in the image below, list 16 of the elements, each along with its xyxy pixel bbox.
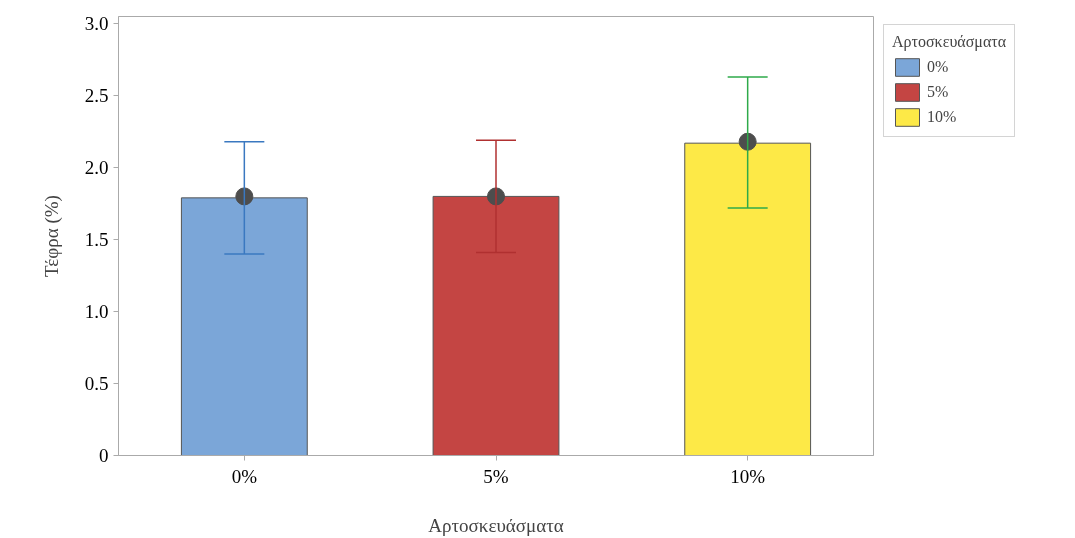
- y-tick-label: 0.5: [84, 373, 109, 395]
- y-tick-label: 2.5: [84, 85, 109, 107]
- y-tick-label: 1.5: [84, 229, 109, 251]
- y-tick-label: 1.0: [84, 301, 109, 323]
- legend-title: Αρτοσκευάσματα: [892, 33, 1007, 51]
- x-tick-label: 5%: [483, 465, 509, 487]
- legend-label: 0%: [927, 58, 949, 76]
- y-axis-title: Τέφρα (%): [40, 195, 63, 277]
- legend-label: 10%: [927, 108, 957, 126]
- y-tick-label: 0: [99, 445, 109, 466]
- x-tick-label: 0%: [231, 465, 258, 487]
- y-tick-label: 3.0: [84, 13, 109, 35]
- x-tick-label: 10%: [730, 465, 766, 487]
- legend-label: 5%: [927, 83, 949, 101]
- y-tick-label: 2.0: [84, 157, 109, 179]
- x-axis-title: Αρτοσκευάσματα: [428, 514, 564, 536]
